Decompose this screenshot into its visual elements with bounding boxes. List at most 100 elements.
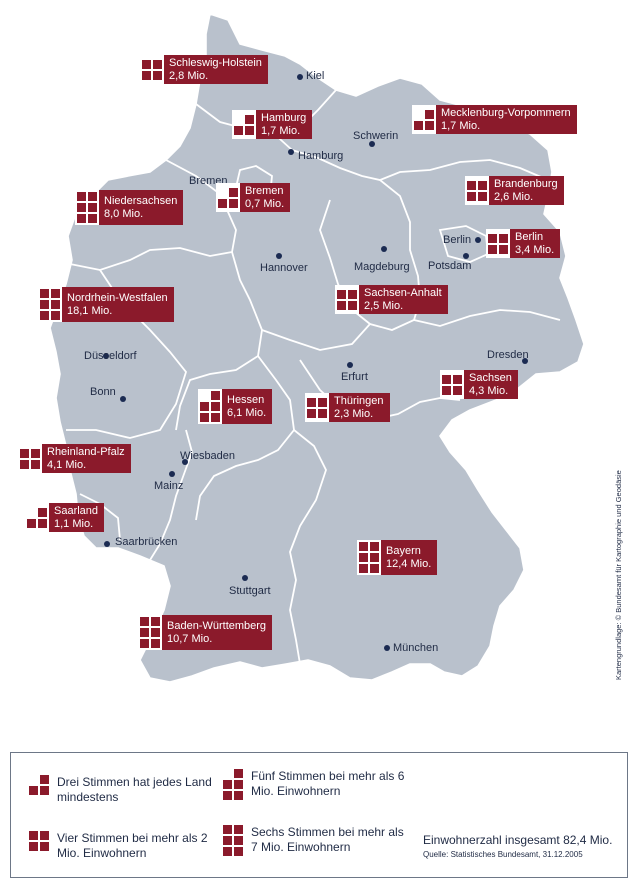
vote-icon-wrap	[216, 183, 240, 212]
city-dot-stuttgart	[242, 575, 248, 581]
state-name: Hamburg	[261, 112, 307, 124]
city-dot-muenchen	[384, 645, 390, 651]
vote-icon-wrap	[25, 503, 49, 532]
state-population: 10,7 Mio.	[167, 632, 213, 645]
data-source: Quelle: Statistisches Bundesamt, 31.12.2…	[423, 850, 583, 859]
vote-icon-wrap	[335, 285, 359, 314]
vote-squares-icon	[142, 59, 162, 80]
state-name: Baden-Württemberg	[167, 620, 267, 632]
map-shapes	[49, 13, 585, 683]
state-population: 2,8 Mio.	[169, 69, 209, 82]
vote-squares-icon	[29, 831, 49, 851]
city-dot-kiel	[297, 74, 303, 80]
state-population: 12,4 Mio.	[386, 557, 432, 570]
city-label-erfurt: Erfurt	[341, 371, 368, 383]
city-dot-berlin	[475, 237, 481, 243]
city-label-saarbruecken: Saarbrücken	[115, 536, 178, 548]
city-label-bonn: Bonn	[90, 386, 116, 398]
germany-map: Kiel Schwerin Hamburg Bremen Berlin Potsdam Ha…	[18, 13, 623, 683]
city-label-kiel: Kiel	[306, 70, 325, 82]
vote-squares-icon	[40, 289, 60, 320]
state-population: 3,4 Mio.	[515, 243, 555, 256]
vote-icon-wrap	[18, 444, 42, 473]
city-dot-duesseldorf	[103, 353, 109, 359]
legend-text: Sechs Stimmen bei mehr als 7 Mio. Einwoh…	[251, 825, 404, 854]
state-name: Hessen	[227, 394, 265, 406]
city-dot-saarbruecken	[104, 541, 110, 547]
vote-icon-wrap	[38, 287, 62, 322]
vote-squares-icon	[337, 289, 357, 310]
city-label-dresden: Dresden	[487, 349, 529, 361]
state-population: 2,6 Mio.	[494, 190, 534, 203]
city-label-berlin: Berlin	[443, 234, 472, 246]
vote-squares-icon	[140, 617, 160, 648]
state-name: Sachsen	[469, 372, 512, 384]
vote-icon-wrap	[440, 370, 464, 399]
state-label-sn: Sachsen 4,3 Mio.	[440, 370, 518, 399]
total-block: Einwohnerzahl insgesamt 82,4 Mio. Quelle…	[423, 833, 612, 859]
city-dot-potsdam	[463, 253, 469, 259]
state-label-sh: Schleswig-Holstein 2,8 Mio.	[140, 55, 268, 84]
city-dot-magdeburg	[381, 246, 387, 252]
vote-squares-icon	[200, 391, 220, 422]
state-population: 0,7 Mio.	[245, 197, 285, 210]
state-label-be: Berlin 3,4 Mio.	[486, 229, 561, 258]
vote-icon-wrap	[357, 540, 381, 575]
city-label-wiesbaden: Wiesbaden	[180, 450, 236, 462]
vote-squares-icon	[234, 114, 254, 135]
city-dot-mainz	[169, 471, 175, 477]
state-label-by: Bayern 12,4 Mio.	[357, 540, 438, 575]
state-label-bw: Baden-Württemberg 10,7 Mio.	[138, 615, 273, 650]
vote-icon-wrap	[198, 389, 222, 424]
state-name: Bayern	[386, 545, 421, 557]
city-label-mainz: Mainz	[154, 480, 184, 492]
state-name: Rheinland-Pfalz	[47, 446, 125, 458]
state-label-st: Sachsen-Anhalt 2,5 Mio.	[335, 285, 448, 314]
state-label-bb: Brandenburg 2,6 Mio.	[465, 176, 564, 205]
state-label-mv: Mecklenburg-Vorpommern 1,7 Mio.	[412, 105, 577, 134]
state-population: 1,1 Mio.	[54, 517, 94, 530]
vote-squares-icon	[414, 109, 434, 130]
legend-text: Drei Stimmen hat jedes Land mindestens	[57, 775, 212, 804]
vote-squares-icon	[29, 775, 49, 795]
vote-squares-icon	[467, 180, 487, 201]
state-label-hb: Bremen 0,7 Mio.	[216, 183, 291, 212]
state-label-he: Hessen 6,1 Mio.	[198, 389, 273, 424]
total-population: Einwohnerzahl insgesamt 82,4 Mio.	[423, 833, 613, 847]
state-name: Berlin	[515, 231, 544, 243]
state-name: Sachsen-Anhalt	[364, 287, 442, 299]
state-info-box: Berlin 3,4 Mio.	[510, 229, 561, 258]
state-name: Bremen	[245, 185, 284, 197]
state-name: Niedersachsen	[104, 195, 178, 207]
state-info-box: Hessen 6,1 Mio.	[222, 389, 273, 424]
state-name: Nordrhein-Westfalen	[67, 292, 168, 304]
legend-text: Vier Stimmen bei mehr als 2 Mio. Einwohn…	[57, 831, 208, 860]
legend-text: Fünf Stimmen bei mehr als 6 Mio. Einwohn…	[251, 769, 405, 798]
state-population: 2,5 Mio.	[364, 299, 404, 312]
state-label-ni: Niedersachsen 8,0 Mio.	[75, 190, 184, 225]
city-label-schwerin: Schwerin	[353, 130, 399, 142]
vote-squares-icon	[359, 542, 379, 573]
city-label-hannover: Hannover	[260, 262, 308, 274]
city-dot-schwerin	[369, 141, 375, 147]
state-info-box: Sachsen-Anhalt 2,5 Mio.	[359, 285, 448, 314]
vote-squares-icon	[218, 187, 238, 208]
legend-item-4-votes: Vier Stimmen bei mehr als 2 Mio. Einwohn…	[29, 831, 217, 861]
city-label-hamburg: Hamburg	[298, 150, 344, 162]
state-label-th: Thüringen 2,3 Mio.	[305, 393, 390, 422]
vote-icon-wrap	[75, 190, 99, 225]
state-name: Schleswig-Holstein	[169, 57, 262, 69]
state-name: Thüringen	[334, 395, 384, 407]
state-name: Brandenburg	[494, 178, 558, 190]
legend-item-5-votes: Fünf Stimmen bei mehr als 6 Mio. Einwohn…	[223, 769, 411, 800]
state-population: 2,3 Mio.	[334, 407, 374, 420]
state-info-box: Thüringen 2,3 Mio.	[329, 393, 390, 422]
vote-squares-icon	[223, 769, 243, 800]
state-name: Saarland	[54, 505, 99, 517]
state-info-box: Bayern 12,4 Mio.	[381, 540, 438, 575]
state-info-box: Baden-Württemberg 10,7 Mio.	[162, 615, 273, 650]
map-credit: Kartengrundlage: © Bundesamt für Kartogr…	[614, 470, 623, 680]
vote-squares-icon	[20, 448, 40, 469]
vote-icon-wrap	[465, 176, 489, 205]
state-label-nw: Nordrhein-Westfalen 18,1 Mio.	[38, 287, 174, 322]
